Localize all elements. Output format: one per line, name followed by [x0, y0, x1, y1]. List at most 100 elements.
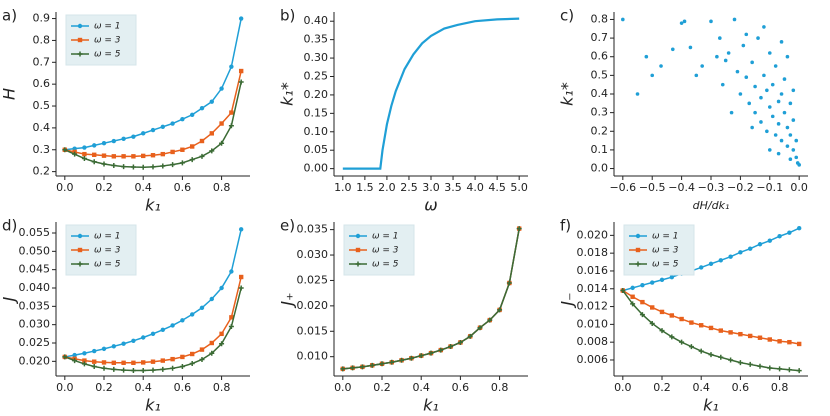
x-tick-label: −0.2	[727, 181, 754, 194]
marker	[767, 337, 772, 342]
marker	[121, 136, 126, 142]
marker	[630, 285, 635, 291]
marker	[72, 151, 78, 157]
marker	[160, 366, 166, 372]
scatter-point	[762, 73, 766, 78]
y-tick-label: 0.5	[591, 68, 609, 81]
marker	[92, 359, 97, 364]
y-tick-label: 0.025	[19, 336, 51, 349]
legend-label: ω = 1	[372, 232, 399, 242]
marker	[180, 116, 185, 122]
scatter-point	[744, 75, 749, 80]
marker	[111, 138, 117, 144]
marker	[238, 79, 244, 85]
scatter-point	[750, 125, 754, 130]
marker	[140, 368, 146, 373]
marker	[199, 106, 205, 111]
marker	[777, 234, 782, 239]
series-line	[342, 17, 520, 170]
x-tick-label: 0.6	[174, 181, 192, 194]
x-axis-title: k₁	[145, 396, 161, 415]
legend-label: ω = 3	[652, 246, 679, 256]
legend-marker	[635, 233, 641, 239]
y-tick-label: 0.015	[297, 324, 329, 337]
y-tick-label: 0.020	[297, 299, 329, 312]
marker	[81, 156, 87, 162]
panel-label: e)	[280, 217, 295, 235]
marker	[131, 360, 136, 365]
marker	[209, 131, 214, 136]
x-tick-label: 1.5	[356, 181, 374, 194]
scatter-point	[788, 157, 793, 162]
y-tick-label: 0.020	[577, 228, 609, 241]
legend-label: ω = 1	[652, 232, 679, 242]
y-tick-label: 0.030	[297, 248, 329, 261]
x-tick-label: 0.2	[95, 381, 113, 394]
marker	[180, 354, 185, 360]
y-tick-label: 0.7	[591, 31, 609, 44]
marker	[659, 309, 665, 315]
scatter-point	[785, 125, 790, 130]
marker	[669, 334, 675, 340]
x-axis-title: dH/dk₁	[693, 199, 730, 212]
marker	[448, 344, 454, 350]
y-axis-title: k₁*	[278, 82, 297, 106]
marker	[229, 315, 234, 320]
y-axis-title: J₊	[278, 292, 297, 308]
x-tick-label: 0.6	[732, 381, 750, 394]
marker	[640, 299, 645, 305]
marker	[467, 333, 473, 339]
x-tick-label: 0.4	[134, 381, 152, 394]
scatter-point	[715, 54, 719, 59]
marker	[477, 325, 483, 331]
scatter-point	[776, 122, 781, 126]
scatter-point	[794, 138, 799, 143]
marker	[160, 124, 165, 129]
y-tick-label: 0.15	[304, 106, 329, 119]
y-axis-title: k₁*	[558, 82, 577, 106]
scatter-point	[720, 82, 725, 87]
scatter-point	[718, 36, 722, 40]
y-tick-label: 0.006	[577, 353, 609, 366]
legend-label: ω = 1	[94, 22, 121, 32]
y-tick-label: 0.050	[19, 244, 51, 257]
marker	[131, 338, 136, 343]
legend-label: ω = 3	[372, 246, 399, 256]
x-tick-label: 0.8	[771, 381, 789, 394]
marker	[786, 367, 792, 373]
marker	[130, 368, 136, 373]
marker	[170, 365, 176, 371]
marker	[111, 360, 117, 365]
marker	[180, 147, 185, 152]
marker	[209, 99, 214, 104]
marker	[111, 366, 117, 372]
y-tick-label: 0.4	[33, 121, 51, 134]
legend-marker	[355, 233, 361, 239]
marker	[688, 344, 694, 350]
x-tick-label: 0.0	[614, 381, 632, 394]
marker	[160, 327, 165, 332]
y-tick-label: 0.3	[33, 143, 51, 156]
scatter-point	[750, 60, 754, 65]
y-tick-label: 0.025	[297, 273, 329, 286]
marker	[718, 328, 723, 333]
legend-marker	[635, 247, 641, 253]
y-tick-label: 0.30	[304, 51, 329, 64]
marker	[160, 151, 165, 157]
scatter-point	[709, 19, 713, 24]
marker	[82, 151, 87, 157]
scatter-point	[785, 54, 790, 59]
marker	[457, 339, 463, 345]
marker	[669, 313, 675, 318]
panel-label: f)	[560, 217, 571, 235]
marker	[101, 360, 107, 365]
marker	[209, 148, 215, 154]
y-tick-label: 0.2	[33, 165, 51, 178]
marker	[170, 121, 175, 126]
legend-marker	[355, 261, 361, 267]
legend-marker	[355, 247, 361, 253]
x-tick-label: 0.2	[373, 381, 391, 394]
marker	[649, 320, 655, 326]
marker	[91, 363, 97, 369]
marker	[82, 351, 87, 356]
